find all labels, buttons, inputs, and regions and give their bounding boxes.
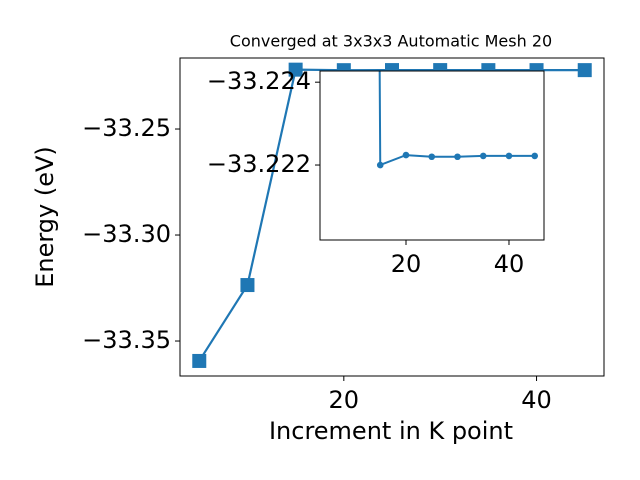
y-tick-label: −33.224 [207,67,311,95]
x-tick-label: 20 [329,386,360,414]
marker [376,161,384,169]
marker [402,151,410,159]
x-tick-label: 20 [391,250,422,278]
chart-title: Converged at 3x3x3 Automatic Mesh 20 [230,32,552,51]
marker [288,62,303,77]
marker [454,153,461,161]
y-axis-label: Energy (eV) [31,146,59,288]
plot-area: 20 40 −33.224 −33.222 [207,67,545,278]
data-layer [376,71,539,169]
y-tick-label: −33.35 [82,326,171,354]
axes-frame [319,70,545,241]
marker [192,353,207,368]
marker [577,63,592,78]
marker [479,152,487,160]
marker [240,278,255,293]
marker [428,153,436,161]
x-tick-label: 40 [521,386,552,414]
y-tick-label: −33.25 [82,114,171,142]
x-axis-label: Increment in K point [269,417,513,445]
y-tick-label: −33.30 [82,220,171,248]
x-tick-label: 40 [494,250,525,278]
marker [505,152,513,160]
marker [531,152,539,160]
y-tick-label: −33.222 [207,150,311,178]
axes-frame [179,57,605,377]
